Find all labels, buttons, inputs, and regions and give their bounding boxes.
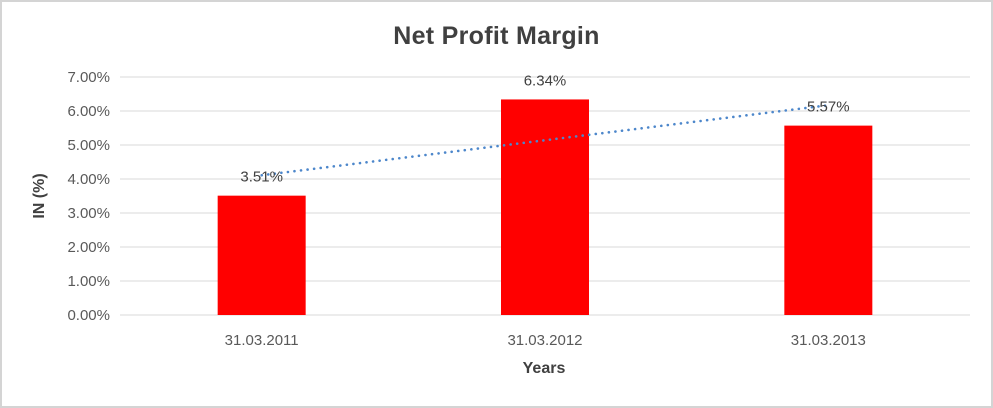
y-tick-label: 6.00%	[67, 103, 110, 120]
data-label: 6.34%	[524, 72, 567, 89]
y-tick-label: 1.00%	[67, 273, 110, 290]
y-tick-label: 4.00%	[67, 171, 110, 188]
y-tick-label: 3.00%	[67, 205, 110, 222]
y-tick-label: 5.00%	[67, 137, 110, 154]
y-axis-title: IN (%)	[31, 173, 48, 219]
chart-title: Net Profit Margin	[393, 22, 600, 50]
bar-31.03.2013	[784, 125, 873, 316]
x-tick-label: 31.03.2012	[507, 332, 582, 349]
x-tick-label: 31.03.2013	[791, 332, 866, 349]
y-tick-label: 2.00%	[67, 239, 110, 256]
x-axis-title: Years	[522, 360, 566, 377]
data-label: 5.57%	[807, 99, 850, 116]
linear-trendline	[260, 103, 830, 177]
data-label: 3.51%	[240, 169, 283, 186]
y-tick-label: 7.00%	[67, 69, 110, 86]
bar-31.03.2011	[217, 195, 306, 315]
x-tick-label: 31.03.2011	[225, 332, 299, 349]
bar-31.03.2012	[501, 99, 589, 315]
y-tick-label: 0.00%	[67, 307, 110, 324]
